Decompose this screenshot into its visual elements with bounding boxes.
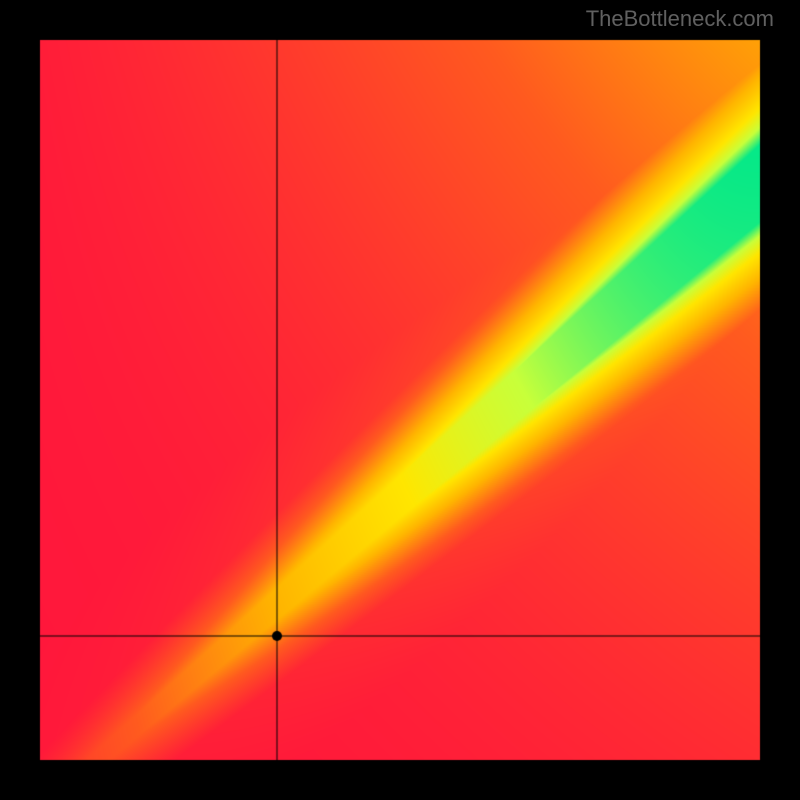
bottleneck-heatmap xyxy=(0,0,800,800)
watermark-text: TheBottleneck.com xyxy=(586,6,774,32)
chart-container: { "watermark": { "text": "TheBottleneck.… xyxy=(0,0,800,800)
